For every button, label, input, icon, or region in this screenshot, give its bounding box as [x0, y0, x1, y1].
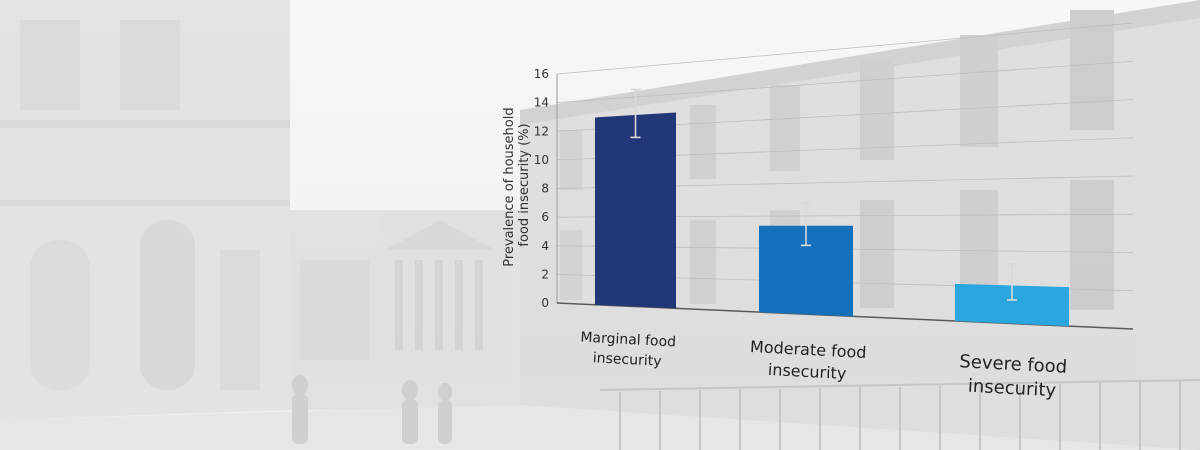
y-tick-label: 12: [534, 124, 549, 138]
category-label-line: insecurity: [592, 350, 661, 370]
y-tick-label: 2: [541, 267, 549, 281]
category-labels: Marginal foodinsecurity Moderate foodinse…: [579, 330, 1068, 402]
y-axis-label: Prevalence of household food insecurity …: [502, 103, 532, 267]
right-building: [520, 0, 1200, 450]
category-label-line: Marginal food: [580, 330, 676, 351]
category-label: Marginal foodinsecurity: [579, 330, 676, 371]
category-label-line: Moderate food: [750, 337, 867, 362]
y-tick-label: 10: [534, 153, 549, 167]
gridline: [556, 60, 1134, 104]
category-label-line: insecurity: [767, 360, 846, 383]
bar: [759, 225, 853, 317]
left-building: [0, 0, 290, 420]
category-label-line: insecurity: [967, 376, 1057, 402]
category-label-line: Severe food: [959, 351, 1068, 378]
pedestrians: [292, 375, 452, 444]
category-label: Moderate foodinsecurity: [748, 337, 867, 384]
bar: [955, 283, 1069, 327]
center-building: [290, 210, 520, 410]
y-tick-label: 14: [534, 96, 549, 110]
category-label: Severe foodinsecurity: [958, 351, 1068, 402]
y-axis-label-line-1: Prevalence of household: [502, 107, 517, 266]
y-tick-label: 16: [534, 67, 549, 81]
y-tick-label: 4: [541, 239, 549, 253]
gridline: [556, 22, 1134, 75]
y-axis-label-line-2: food insecurity (%): [517, 123, 532, 246]
y-tick-labels: 0 2 4 6 8 10 12 14 16: [534, 67, 549, 310]
y-tick-label: 6: [541, 210, 549, 224]
bars: [595, 112, 1069, 327]
railing: [599, 379, 1200, 450]
error-bars: [630, 88, 1017, 301]
bar: [595, 112, 676, 309]
y-tick-label: 0: [541, 296, 549, 310]
y-tick-label: 8: [541, 182, 549, 196]
